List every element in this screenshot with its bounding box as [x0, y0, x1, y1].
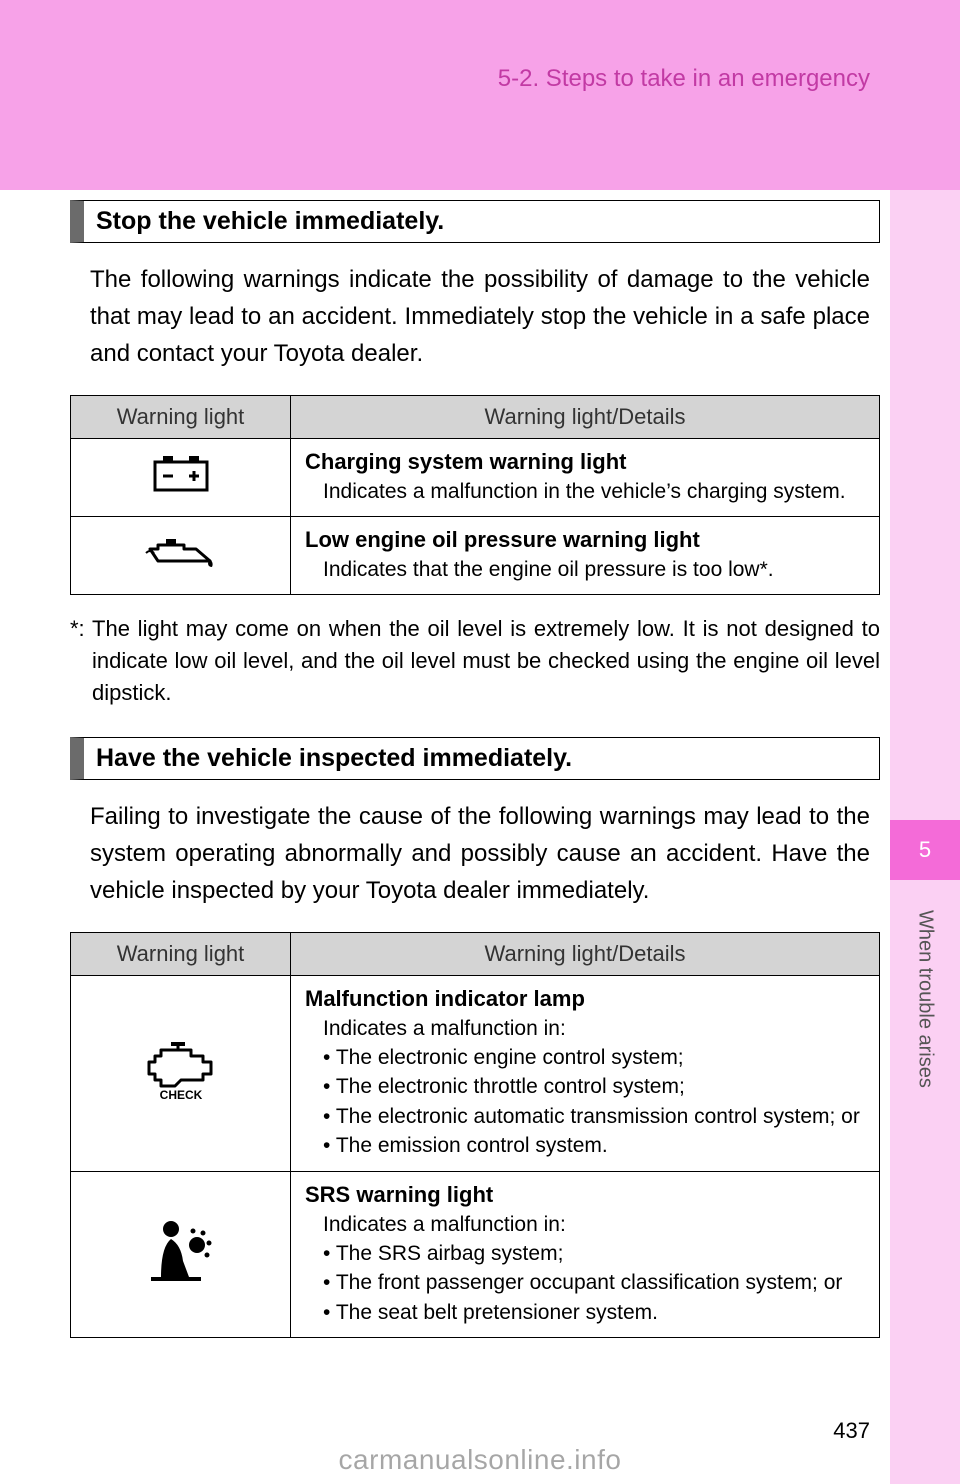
bullet-item: • The electronic automatic transmission … — [323, 1102, 865, 1131]
top-color-band — [0, 0, 960, 190]
section1-body: The following warnings indicate the poss… — [90, 261, 870, 373]
page-content: Stop the vehicle immediately. The follow… — [70, 200, 880, 1338]
warning-body: Indicates a malfunction in the vehicle’s… — [305, 477, 865, 506]
section2-header: Have the vehicle inspected immediately. — [70, 737, 880, 780]
section-breadcrumb: 5-2. Steps to take in an emergency — [498, 65, 870, 93]
bullet-text: The electronic engine control system; — [336, 1046, 684, 1069]
section1-footnote: *: The light may come on when the oil le… — [70, 613, 880, 709]
airbag-icon — [141, 1217, 221, 1285]
warning-body: Indicates that the engine oil pressure i… — [305, 555, 865, 584]
warning-body: Indicates a malfunction in: • The electr… — [305, 1014, 865, 1161]
bullet-text: The emission control system. — [336, 1134, 608, 1157]
warning-detail-cell: Low engine oil pressure warning light In… — [291, 516, 880, 594]
table-col1-header: Warning light — [71, 395, 291, 438]
warning-icon-cell: CHECK — [71, 975, 291, 1171]
table-row: CHECK Malfunction indicator lamp Indicat… — [71, 975, 880, 1171]
check-engine-icon: CHECK — [141, 1038, 221, 1102]
bullet-item: • The emission control system. — [323, 1131, 865, 1160]
chapter-tab: 5 — [890, 820, 960, 880]
bullet-item: • The seat belt pretensioner system. — [323, 1298, 865, 1327]
page-number: 437 — [833, 1418, 870, 1444]
warning-icon-cell — [71, 516, 291, 594]
bullet-item: • The SRS airbag system; — [323, 1239, 865, 1268]
warning-title: Malfunction indicator lamp — [305, 986, 865, 1012]
table-row: Charging system warning light Indicates … — [71, 438, 880, 516]
bullet-text: The electronic automatic transmission co… — [336, 1105, 860, 1128]
bullet-item: • The electronic engine control system; — [323, 1043, 865, 1072]
warning-detail-cell: Charging system warning light Indicates … — [291, 438, 880, 516]
bullet-text: The seat belt pretensioner system. — [336, 1301, 658, 1324]
warning-body: Indicates a malfunction in: • The SRS ai… — [305, 1210, 865, 1328]
warning-title: SRS warning light — [305, 1182, 865, 1208]
bullet-text: The SRS airbag system; — [336, 1242, 564, 1265]
table-col2-header: Warning light/Details — [291, 932, 880, 975]
warning-detail-cell: Malfunction indicator lamp Indicates a m… — [291, 975, 880, 1171]
section2-body: Failing to investigate the cause of the … — [90, 798, 870, 910]
table-row: Low engine oil pressure warning light In… — [71, 516, 880, 594]
battery-icon — [149, 452, 213, 496]
manual-page: 5-2. Steps to take in an emergency 5 Whe… — [0, 0, 960, 1484]
warning-intro: Indicates a malfunction in: — [323, 1210, 865, 1239]
warning-icon-cell — [71, 438, 291, 516]
bullet-item: • The front passenger occupant classific… — [323, 1268, 865, 1297]
section1-header: Stop the vehicle immediately. — [70, 200, 880, 243]
warning-intro: Indicates a malfunction in: — [323, 1014, 865, 1043]
watermark: carmanualsonline.info — [339, 1444, 622, 1476]
warning-icon-cell — [71, 1171, 291, 1338]
table-col2-header: Warning light/Details — [291, 395, 880, 438]
table-col1-header: Warning light — [71, 932, 291, 975]
bullet-item: • The electronic throttle control system… — [323, 1072, 865, 1101]
chapter-number: 5 — [919, 837, 931, 863]
chapter-side-label: When trouble arises — [890, 900, 960, 1300]
section1-table: Warning light Warning light/Details — [70, 395, 880, 596]
bullet-text: The front passenger occupant classificat… — [336, 1271, 843, 1294]
warning-detail-cell: SRS warning light Indicates a malfunctio… — [291, 1171, 880, 1338]
svg-text:CHECK: CHECK — [159, 1088, 202, 1102]
table-row: SRS warning light Indicates a malfunctio… — [71, 1171, 880, 1338]
bullet-text: The electronic throttle control system; — [336, 1075, 685, 1098]
section2-table: Warning light Warning light/Details CHEC… — [70, 932, 880, 1339]
oilcan-icon — [144, 535, 218, 571]
warning-title: Charging system warning light — [305, 449, 865, 475]
footnote-text: *: The light may come on when the oil le… — [70, 613, 880, 709]
warning-title: Low engine oil pressure warning light — [305, 527, 865, 553]
